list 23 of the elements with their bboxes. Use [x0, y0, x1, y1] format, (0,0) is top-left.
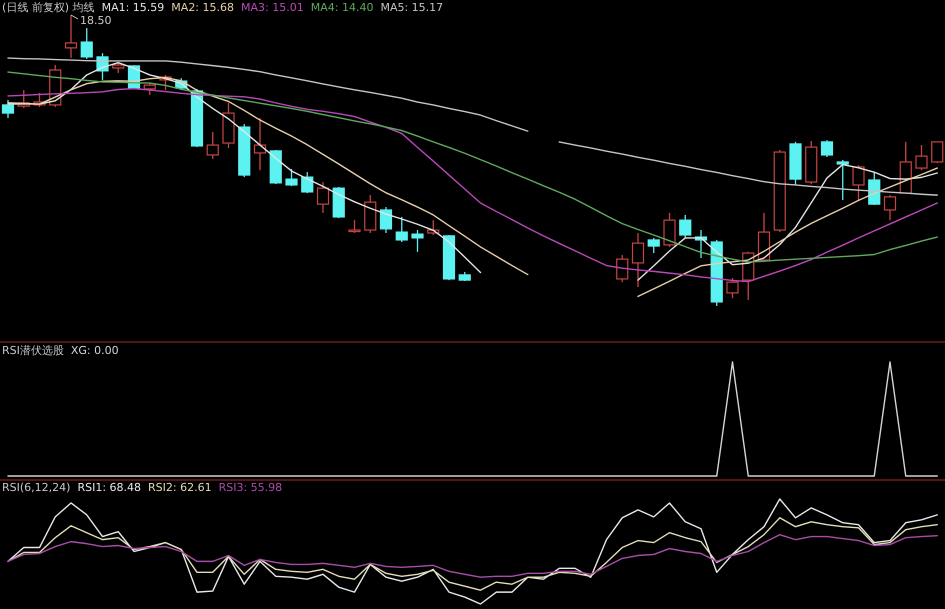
candlestick	[364, 194, 376, 234]
chart-title: RSI(6,12,24)	[2, 481, 70, 494]
candlestick	[285, 168, 298, 187]
candlestick	[301, 171, 314, 194]
annotation: 18.50	[80, 14, 112, 27]
candlestick	[458, 271, 471, 282]
candlestick	[411, 229, 424, 253]
candlestick	[380, 206, 392, 234]
candlestick	[80, 27, 93, 60]
legend: RSI1: 68.48 RSI2: 62.61 RSI3: 55.98	[77, 481, 282, 494]
legend: XG: 0.00	[70, 344, 119, 357]
legend: MA1: 15.59 MA2: 15.68 MA3: 15.01 MA4: 14.40 MA5: 15.17	[102, 1, 444, 14]
candlestick	[648, 237, 660, 254]
candlestick	[836, 159, 849, 201]
candlestick	[632, 232, 644, 288]
candlestick	[254, 117, 266, 171]
chart-title: RSI潜伏选股	[2, 344, 64, 357]
candlestick	[679, 214, 692, 239]
candlestick	[396, 216, 408, 243]
candlestick	[820, 139, 834, 158]
candlestick	[2, 99, 14, 119]
candlestick	[206, 131, 219, 160]
chart-title: (日线 前复权) 均线	[2, 1, 95, 14]
